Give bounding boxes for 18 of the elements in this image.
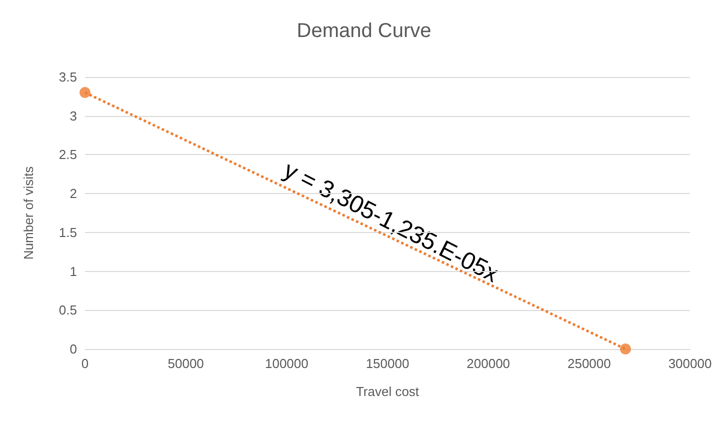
x-tick-label: 0 <box>81 356 89 371</box>
y-tick-label: 3 <box>70 108 77 124</box>
x-tick-label: 300000 <box>668 356 712 371</box>
y-tick-label: 3.5 <box>58 70 77 84</box>
x-tick-label: 100000 <box>264 356 308 371</box>
chart-title: Demand Curve <box>296 20 432 42</box>
x-axis-title: Travel cost <box>356 384 420 399</box>
y-tick-label: 2.5 <box>58 147 77 162</box>
x-tick-label: 150000 <box>366 356 410 371</box>
y-tick-label: 2 <box>70 186 77 202</box>
x-tick-label: 250000 <box>567 356 611 371</box>
y-tick-label: 0.5 <box>58 302 77 318</box>
y-tick-label: 1 <box>70 264 77 279</box>
x-tick-label: 200000 <box>466 356 510 371</box>
y-axis-title: Number of visits <box>21 166 36 260</box>
y-tick-label: 1.5 <box>58 224 77 240</box>
x-tick-label: 50000 <box>168 356 204 371</box>
y-tick-label: 0 <box>70 342 77 356</box>
